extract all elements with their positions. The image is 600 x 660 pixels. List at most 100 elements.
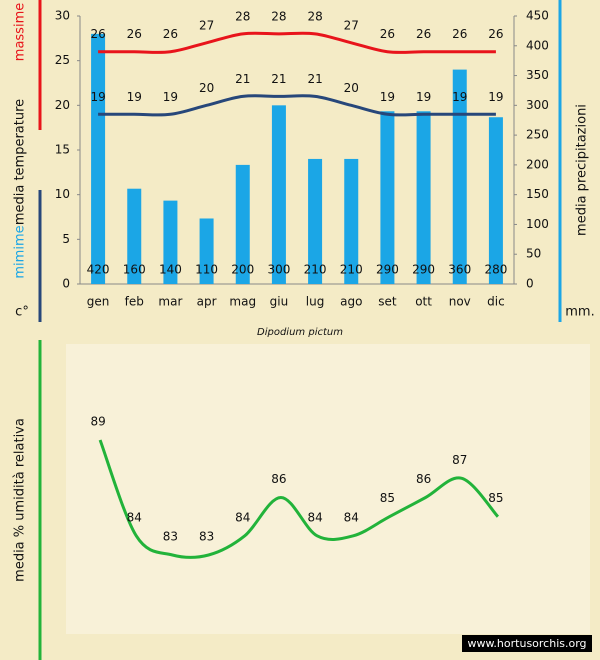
bar: [308, 158, 323, 284]
x-tick-label: nov: [449, 295, 471, 309]
line: [98, 31, 496, 54]
plot-panel: [66, 344, 590, 634]
data-label: 28: [271, 9, 286, 23]
data-label: 28: [307, 9, 322, 23]
data-label: 300: [267, 263, 290, 277]
x-tick-label: mag: [229, 295, 256, 309]
data-label: 27: [344, 18, 359, 32]
watermark-box: [462, 635, 592, 652]
data-label: 27: [199, 18, 214, 32]
data-label: 84: [307, 510, 322, 524]
series-label: mimime: [13, 225, 28, 278]
x-tick-label: feb: [125, 295, 144, 309]
bar: [380, 111, 395, 285]
bar: [91, 33, 106, 284]
y-tick-label: 15: [55, 143, 70, 157]
y2-tick-label: 300: [526, 98, 549, 112]
data-label: 210: [340, 263, 363, 277]
y2-tick-label: 200: [526, 157, 549, 171]
data-label: 19: [488, 90, 503, 104]
bar: [127, 188, 142, 284]
data-label: 85: [380, 491, 395, 505]
y2-tick-label: 150: [526, 187, 549, 201]
y2-tick-label: 250: [526, 128, 549, 142]
y-tick-label: 10: [55, 187, 70, 201]
bar: [416, 111, 431, 285]
x-tick-label: set: [378, 295, 397, 309]
data-label: 19: [416, 90, 431, 104]
data-label: 200: [231, 263, 254, 277]
y-tick-label: 5: [62, 232, 70, 246]
data-label: 210: [304, 263, 327, 277]
data-label: 110: [195, 263, 218, 277]
y2-tick-label: 50: [526, 247, 541, 261]
y-axis-title: media temperature: [13, 99, 28, 225]
bar: [488, 117, 503, 284]
bar: [235, 164, 250, 284]
data-label: 26: [90, 27, 105, 41]
x-tick-label: gen: [87, 295, 110, 309]
chart-title: Dipodium pictum: [257, 327, 343, 338]
bar: [271, 105, 286, 284]
data-label: 19: [127, 90, 142, 104]
y-tick-label: 30: [55, 9, 70, 23]
data-label: 160: [123, 263, 146, 277]
y-unit: c°: [15, 305, 29, 320]
y2-axis-title: media precipitazioni: [575, 104, 590, 236]
data-label: 21: [271, 72, 286, 86]
data-label: 19: [380, 90, 395, 104]
y-tick-label: 0: [62, 277, 70, 291]
bar: [199, 218, 214, 284]
data-label: 26: [163, 27, 178, 41]
x-tick-label: dic: [487, 295, 505, 309]
data-label: 19: [90, 90, 105, 104]
data-label: 26: [416, 27, 431, 41]
data-label: 87: [452, 453, 467, 467]
data-label: 86: [416, 472, 431, 486]
y-tick-label: 20: [55, 98, 70, 112]
data-label: 26: [488, 27, 503, 41]
line: [98, 439, 500, 559]
data-label: 280: [484, 263, 507, 277]
watermark: www.hortusorchis.org: [467, 637, 586, 650]
series-label: massime: [13, 3, 28, 61]
bar: [344, 158, 359, 284]
y2-tick-label: 0: [526, 277, 534, 291]
data-label: 20: [199, 81, 214, 95]
data-label: 84: [344, 510, 359, 524]
data-label: 19: [452, 90, 467, 104]
data-label: 83: [163, 530, 178, 544]
bar: [163, 200, 178, 284]
x-tick-label: mar: [158, 295, 182, 309]
data-label: 84: [235, 510, 250, 524]
data-label: 360: [448, 263, 471, 277]
y2-unit: mm.: [565, 305, 594, 320]
data-label: 290: [412, 263, 435, 277]
data-label: 86: [271, 472, 286, 486]
data-label: 19: [163, 90, 178, 104]
x-tick-label: lug: [306, 295, 325, 309]
data-label: 85: [488, 491, 503, 505]
data-label: 89: [90, 415, 105, 429]
y-axis-title: media % umidità relativa: [13, 418, 28, 582]
y2-tick-label: 100: [526, 217, 549, 231]
y2-tick-label: 350: [526, 68, 549, 82]
data-label: 83: [199, 530, 214, 544]
data-label: 84: [127, 510, 142, 524]
y2-tick-label: 400: [526, 38, 549, 52]
bar: [452, 69, 467, 284]
y-tick-label: 25: [55, 53, 70, 67]
data-label: 290: [376, 263, 399, 277]
data-label: 20: [344, 81, 359, 95]
data-label: 28: [235, 9, 250, 23]
y2-tick-label: 450: [526, 9, 549, 23]
data-label: 26: [452, 27, 467, 41]
data-label: 420: [87, 263, 110, 277]
data-label: 26: [380, 27, 395, 41]
data-label: 140: [159, 263, 182, 277]
line: [98, 94, 496, 117]
x-tick-label: ago: [340, 295, 362, 309]
data-label: 26: [127, 27, 142, 41]
data-label: 21: [235, 72, 250, 86]
